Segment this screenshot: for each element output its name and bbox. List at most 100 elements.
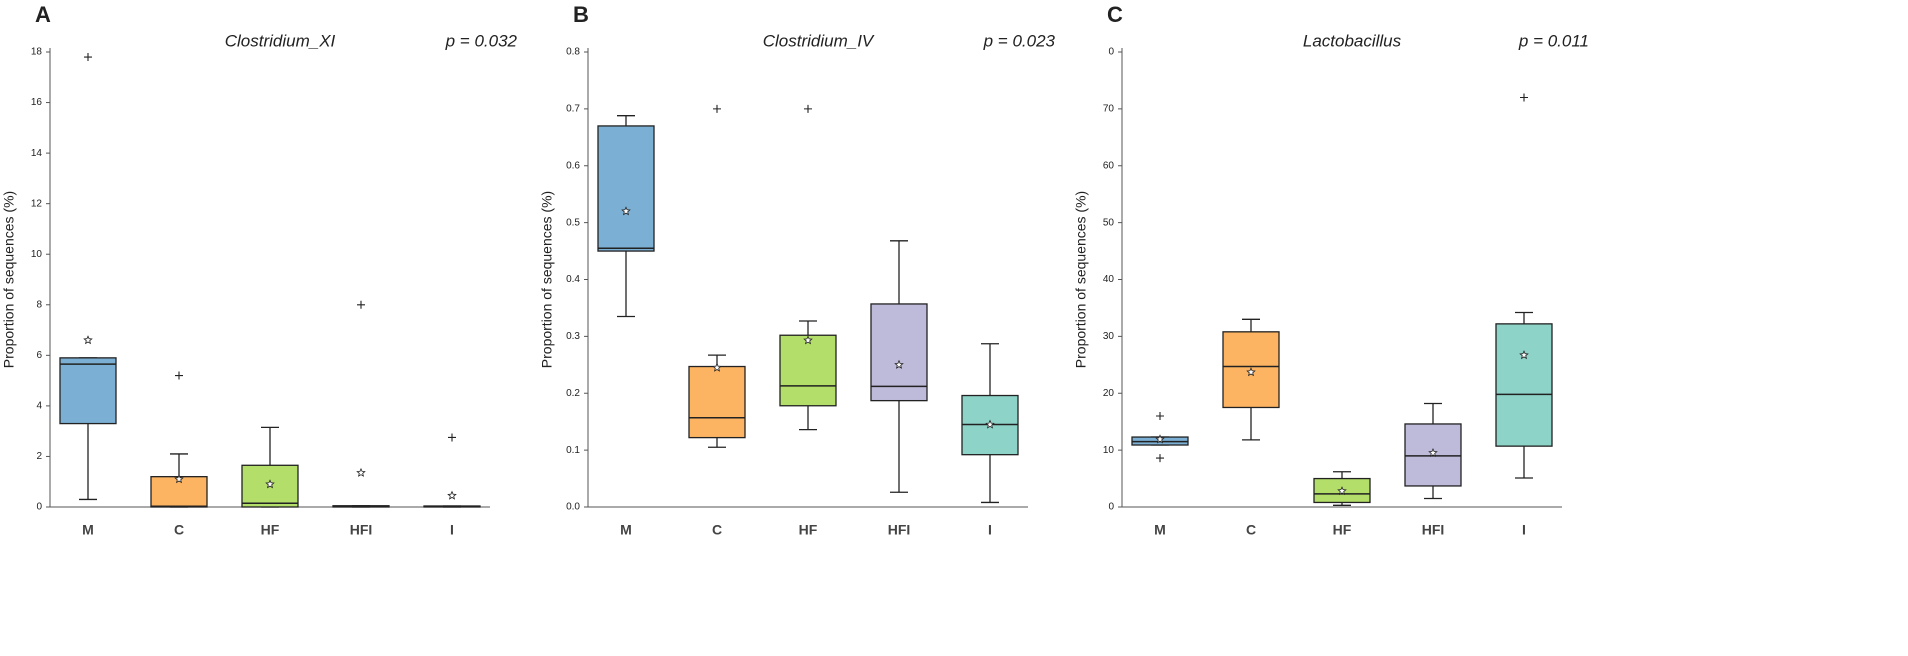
y-tick-label: 6 xyxy=(36,350,42,361)
mean-marker xyxy=(1337,486,1347,496)
outlier xyxy=(1156,412,1164,420)
box-group xyxy=(870,240,928,493)
y-tick-label: 0.7 xyxy=(566,104,580,115)
mean-marker xyxy=(265,479,275,489)
x-tick-label: C xyxy=(1246,522,1256,538)
x-tick-label: M xyxy=(1154,522,1166,538)
outlier xyxy=(804,104,812,113)
y-tick-label: 0.0 xyxy=(566,502,580,513)
mean-marker xyxy=(1428,448,1438,458)
panel-label: C xyxy=(1107,2,1123,27)
x-tick-label: HFI xyxy=(888,522,911,538)
outlier xyxy=(1156,454,1164,463)
y-tick-label: 0 xyxy=(36,502,42,513)
box-group xyxy=(241,426,299,508)
mean-marker xyxy=(712,362,722,372)
x-tick-label: HFI xyxy=(1422,522,1445,538)
y-tick-label: 0.6 xyxy=(566,160,580,171)
p-value: p = 0.023 xyxy=(983,31,1056,50)
y-tick-label: 40 xyxy=(1103,274,1115,285)
mean-marker xyxy=(1155,434,1165,444)
x-tick-label: HF xyxy=(1333,522,1352,538)
y-tick-label: 4 xyxy=(36,401,42,412)
box-group xyxy=(779,104,837,431)
y-tick-label: 8 xyxy=(36,299,42,310)
mean-marker xyxy=(894,359,904,369)
y-axis-label: Proportion of sequences (%) xyxy=(1,191,17,368)
y-tick-label: 0.4 xyxy=(566,274,580,285)
y-tick-label: 2 xyxy=(36,451,42,462)
x-tick-label: M xyxy=(620,522,632,538)
chart-title: Clostridium_XI xyxy=(225,31,336,50)
mean-marker xyxy=(1246,367,1256,377)
x-tick-label: HF xyxy=(261,522,280,538)
y-axis-label: Proportion of sequences (%) xyxy=(539,191,555,368)
y-tick-label: 30 xyxy=(1103,331,1115,342)
mean-marker xyxy=(447,490,457,500)
mean-marker xyxy=(621,206,631,216)
x-tick-label: I xyxy=(1522,522,1526,538)
y-tick-label: 16 xyxy=(31,97,43,108)
box xyxy=(779,334,837,407)
y-axis-label: Proportion of sequences (%) xyxy=(1073,191,1089,368)
box-group xyxy=(597,115,655,318)
x-tick-label: I xyxy=(450,522,454,538)
p-value: p = 0.032 xyxy=(445,31,518,50)
outlier xyxy=(713,104,721,113)
box xyxy=(597,125,655,252)
outlier xyxy=(84,53,92,62)
x-tick-label: C xyxy=(712,522,722,538)
chart-title: Clostridium_IV xyxy=(763,31,875,50)
outlier xyxy=(448,433,456,442)
y-tick-label: 0.2 xyxy=(566,388,580,399)
box-group xyxy=(423,433,481,508)
box-group xyxy=(1495,93,1553,479)
y-tick-label: 0.3 xyxy=(566,331,580,342)
y-tick-label: 10 xyxy=(1103,445,1115,456)
outlier xyxy=(175,371,183,380)
mean-marker xyxy=(1519,350,1529,360)
y-tick-label: 0.5 xyxy=(566,217,580,228)
box-group xyxy=(332,300,390,508)
y-tick-label: 70 xyxy=(1103,104,1115,115)
y-tick-label: 20 xyxy=(1103,388,1115,399)
x-tick-label: HF xyxy=(799,522,818,538)
mean-marker xyxy=(356,467,366,477)
box-group xyxy=(1404,402,1462,500)
y-tick-label: 14 xyxy=(31,148,43,159)
chart-title: Lactobacillus xyxy=(1303,31,1402,50)
box xyxy=(870,303,928,402)
outlier xyxy=(357,300,365,309)
y-tick-label: 50 xyxy=(1103,217,1115,228)
box xyxy=(1495,323,1553,447)
mean-marker xyxy=(803,335,813,345)
outlier xyxy=(1520,93,1528,102)
box-group xyxy=(1131,412,1189,463)
y-tick-label: 12 xyxy=(31,198,43,209)
panel-label: B xyxy=(573,2,589,27)
panel-label: A xyxy=(35,2,51,27)
x-tick-label: M xyxy=(82,522,94,538)
y-tick-label: 0 xyxy=(1108,502,1114,513)
y-tick-label: 0 xyxy=(1108,47,1114,58)
box xyxy=(59,357,117,425)
x-tick-label: I xyxy=(988,522,992,538)
y-tick-label: 60 xyxy=(1103,160,1115,171)
x-tick-label: C xyxy=(174,522,184,538)
mean-marker xyxy=(985,419,995,429)
box-group xyxy=(961,343,1019,504)
y-tick-label: 0.8 xyxy=(566,47,580,58)
y-tick-label: 0.1 xyxy=(566,445,580,456)
y-tick-label: 18 xyxy=(31,47,43,58)
x-tick-label: HFI xyxy=(350,522,373,538)
mean-marker xyxy=(174,474,184,484)
box-group xyxy=(59,53,117,501)
mean-marker xyxy=(83,335,93,345)
p-value: p = 0.011 xyxy=(1518,31,1589,50)
box-group xyxy=(1222,318,1280,441)
y-tick-label: 10 xyxy=(31,249,43,260)
box-group xyxy=(688,104,746,448)
box-group xyxy=(150,371,208,508)
box-group xyxy=(1313,471,1371,506)
